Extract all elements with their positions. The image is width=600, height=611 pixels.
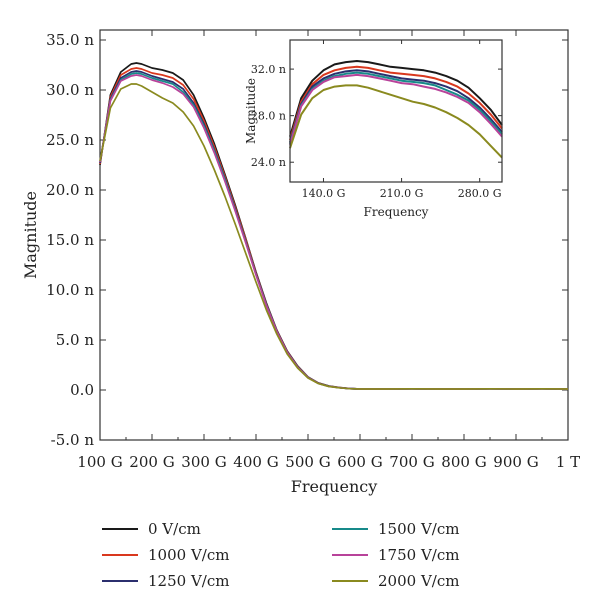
y-tick-label: 15.0 n	[46, 231, 94, 249]
x-tick-label: 700 G	[389, 453, 434, 471]
y-axis-title: Magnitude	[21, 191, 40, 279]
inset-x-tick-label: 280.0 G	[458, 187, 502, 200]
inset-series-lines	[289, 60, 503, 159]
legend-label-2: 1250 V/cm	[148, 572, 229, 590]
x-tick-label: 400 G	[233, 453, 278, 471]
inset-y-tick-label: 28.0 n	[251, 110, 286, 123]
inset-series-line-5	[289, 84, 503, 159]
inset-series-line-3	[289, 71, 503, 144]
main-series-lines	[99, 62, 569, 390]
inset-y-tick-label: 32.0 n	[251, 63, 286, 76]
inset-series-line-4	[289, 73, 503, 146]
y-tick-label: -5.0 n	[51, 431, 95, 449]
y-tick-label: 10.0 n	[46, 281, 94, 299]
inset-series-line-2	[289, 69, 503, 143]
main-plot: 100 G 200 G 300 G 400 G 500 G 600 G 700 G 800 G…	[21, 29, 580, 496]
inset-tick-labels: 140.0 G 210.0 G 280.0 G 24.0 n 28.0 n 32.0 n	[251, 63, 502, 200]
legend-label-3: 1500 V/cm	[378, 520, 459, 538]
legend: 0 V/cm 1000 V/cm 1250 V/cm 1500 V/cm 1750 V/…	[102, 520, 459, 590]
main-tick-labels: 100 G 200 G 300 G 400 G 500 G 600 G 700 G 800 G…	[46, 31, 580, 471]
x-axis-title: Frequency	[291, 477, 378, 496]
x-tick-label: 100 G	[77, 453, 122, 471]
x-tick-label: 200 G	[129, 453, 174, 471]
inset-x-tick-label: 140.0 G	[302, 187, 346, 200]
y-tick-label: 20.0 n	[46, 181, 94, 199]
series-line-5	[99, 83, 569, 390]
x-tick-label: 300 G	[181, 453, 226, 471]
inset-ticks	[290, 40, 502, 182]
inset-plot: 140.0 G 210.0 G 280.0 G24.0 n28.0 n32.0 n …	[244, 39, 503, 219]
y-tick-label: 5.0 n	[56, 331, 95, 349]
inset-y-axis-title: Magnitude	[244, 78, 258, 144]
y-tick-label: 0.0	[70, 381, 94, 399]
x-tick-label: 600 G	[337, 453, 382, 471]
x-tick-label: 500 G	[285, 453, 330, 471]
x-tick-label: 900 G	[493, 453, 538, 471]
legend-label-1: 1000 V/cm	[148, 546, 229, 564]
y-tick-label: 30.0 n	[46, 81, 94, 99]
inset-y-tick-label: 24.0 n	[251, 156, 286, 169]
inset-plot-frame	[289, 39, 503, 183]
legend-label-0: 0 V/cm	[148, 520, 201, 538]
inset-x-tick-label: 210.0 G	[380, 187, 424, 200]
legend-label-4: 1750 V/cm	[378, 546, 459, 564]
inset-plot-background	[290, 40, 502, 182]
x-tick-label: 1 T	[556, 453, 580, 471]
inset-series-line-0	[289, 60, 503, 137]
main-ticks	[99, 30, 569, 441]
x-tick-label: 800 G	[441, 453, 486, 471]
y-tick-label: 25.0 n	[46, 131, 94, 149]
y-tick-label: 35.0 n	[46, 31, 94, 49]
inset-series-line-1	[289, 65, 503, 141]
inset-x-axis-title: Frequency	[364, 205, 429, 219]
legend-label-5: 2000 V/cm	[378, 572, 459, 590]
